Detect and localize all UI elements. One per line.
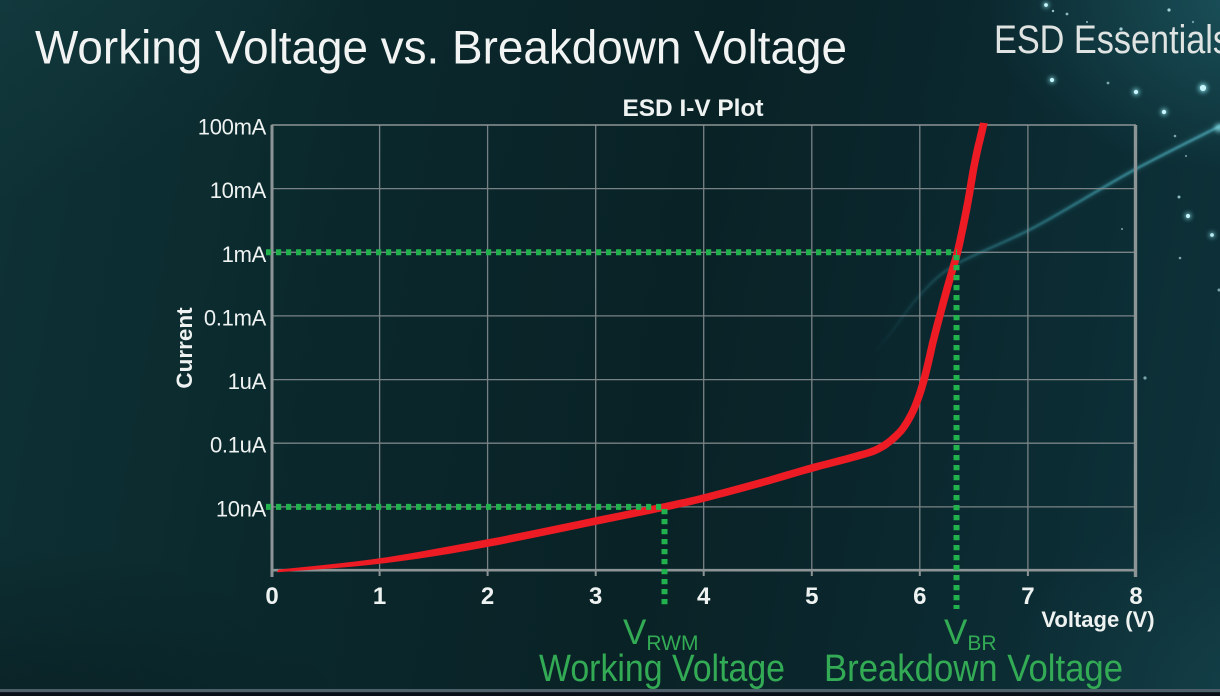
- svg-text:4: 4: [697, 583, 711, 610]
- svg-text:3: 3: [589, 583, 602, 610]
- svg-text:0.1mA: 0.1mA: [204, 305, 267, 330]
- svg-text:1mA: 1mA: [222, 242, 267, 267]
- svg-text:10mA: 10mA: [210, 178, 267, 203]
- svg-text:1: 1: [373, 583, 386, 610]
- svg-text:Working Voltage: Working Voltage: [539, 648, 785, 690]
- svg-text:0: 0: [265, 583, 278, 610]
- svg-text:Voltage (V): Voltage (V): [1041, 607, 1154, 632]
- svg-text:ESD I-V Plot: ESD I-V Plot: [623, 95, 764, 122]
- svg-text:10nA: 10nA: [216, 496, 267, 521]
- svg-text:8: 8: [1129, 583, 1142, 610]
- svg-text:100mA: 100mA: [198, 115, 267, 140]
- svg-text:6: 6: [913, 583, 926, 610]
- svg-text:Breakdown Voltage: Breakdown Voltage: [824, 648, 1123, 690]
- svg-text:0.1uA: 0.1uA: [210, 433, 267, 458]
- svg-text:Working Voltage vs. Breakdown: Working Voltage vs. Breakdown Voltage: [35, 21, 847, 74]
- svg-text:2: 2: [481, 583, 494, 610]
- svg-text:7: 7: [1021, 583, 1034, 610]
- svg-text:5: 5: [805, 583, 818, 610]
- svg-text:1uA: 1uA: [228, 369, 267, 394]
- svg-text:Current: Current: [172, 307, 197, 389]
- svg-text:ESD Essentials: ESD Essentials: [994, 18, 1220, 62]
